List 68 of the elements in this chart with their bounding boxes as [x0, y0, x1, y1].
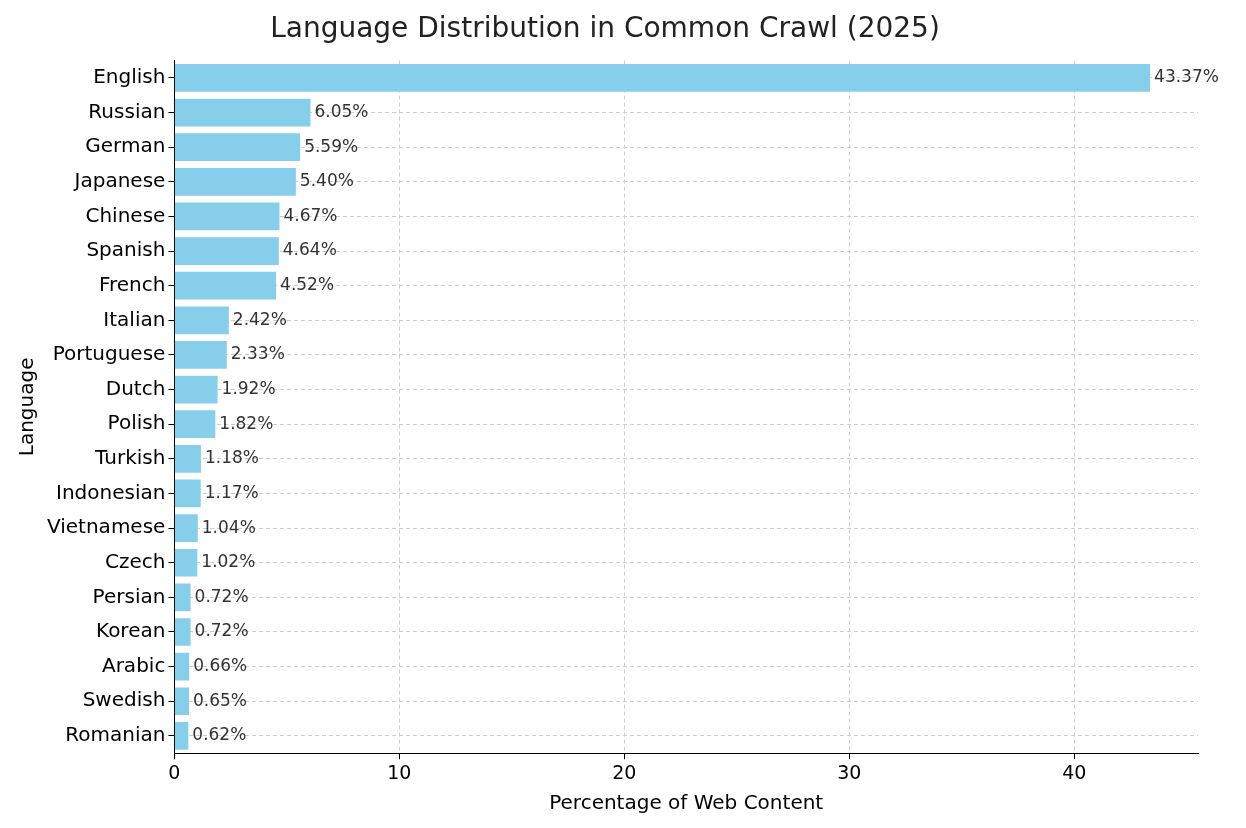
bar: [174, 514, 198, 542]
bar: [174, 444, 201, 473]
data-label: 2.42%: [232, 308, 287, 329]
x-axis-title: Percentage of Web Content: [549, 790, 824, 815]
data-label: 4.67%: [283, 204, 338, 225]
y-axis-title: Language: [14, 357, 39, 457]
data-label: 1.17%: [204, 481, 259, 502]
y-tick-label: Arabic: [101, 652, 166, 677]
bar: [174, 722, 189, 750]
data-label: 6.05%: [314, 100, 369, 121]
y-tick-label: Japanese: [72, 168, 166, 193]
bar: [174, 167, 296, 196]
data-label: 1.82%: [219, 412, 274, 433]
data-label: 1.04%: [201, 516, 256, 537]
bar: [174, 479, 201, 508]
data-label: 0.66%: [193, 655, 248, 676]
y-tick-label: Turkish: [94, 445, 166, 470]
x-tick-label: 40: [1062, 760, 1087, 783]
x-tick-label: 20: [612, 760, 637, 783]
data-label: 4.52%: [280, 274, 335, 295]
y-tick-label: Portuguese: [52, 341, 166, 366]
data-label: 1.92%: [221, 378, 276, 399]
data-label: 0.62%: [192, 724, 247, 745]
bar: [174, 271, 277, 300]
y-tick-label: Chinese: [85, 202, 166, 227]
bar: [174, 687, 190, 716]
data-label: 0.65%: [193, 689, 248, 710]
y-tick-label: French: [98, 271, 166, 296]
y-tick-label: German: [85, 133, 166, 158]
y-tick-label: Czech: [104, 548, 166, 573]
bar: [174, 652, 190, 681]
x-tick-label: 10: [387, 760, 412, 783]
y-tick-label: Swedish: [82, 687, 166, 712]
data-label: 5.40%: [299, 170, 354, 191]
x-tick-label: 30: [837, 760, 862, 783]
y-tick-label: Korean: [96, 618, 166, 643]
y-tick-label: Italian: [103, 306, 166, 331]
bar: [174, 64, 1151, 92]
data-label: 4.64%: [282, 239, 337, 260]
y-tick-label: Spanish: [86, 237, 166, 262]
y-tick-label: Vietnamese: [47, 514, 166, 539]
chart-title: Language Distribution in Common Crawl (2025): [270, 11, 940, 45]
y-tick-label: Russian: [88, 98, 166, 123]
data-label: 5.59%: [304, 135, 359, 156]
data-label: 43.37%: [1154, 66, 1219, 87]
y-tick-label: Indonesian: [55, 479, 166, 504]
y-tick-label: Dutch: [105, 375, 166, 400]
y-tick-label: Romanian: [65, 722, 166, 747]
bar: [174, 410, 216, 439]
bar: [174, 202, 280, 231]
bar: [174, 306, 229, 335]
y-tick-label: Polish: [107, 410, 166, 435]
x-tick-label: 0: [168, 760, 181, 783]
data-label: 0.72%: [194, 620, 249, 641]
data-label: 1.18%: [204, 447, 259, 468]
data-label: 2.33%: [230, 343, 285, 364]
data-label: 0.72%: [194, 585, 249, 606]
bar: [174, 98, 311, 127]
bar: [174, 237, 279, 265]
y-tick-label: Persian: [92, 583, 166, 608]
bar: [174, 583, 191, 612]
bar: [174, 341, 227, 369]
bar: [174, 375, 218, 404]
bar: [174, 618, 191, 646]
bar: [174, 133, 301, 162]
bar: [174, 548, 198, 577]
y-tick-label: English: [93, 64, 166, 89]
data-label: 1.02%: [201, 551, 256, 572]
